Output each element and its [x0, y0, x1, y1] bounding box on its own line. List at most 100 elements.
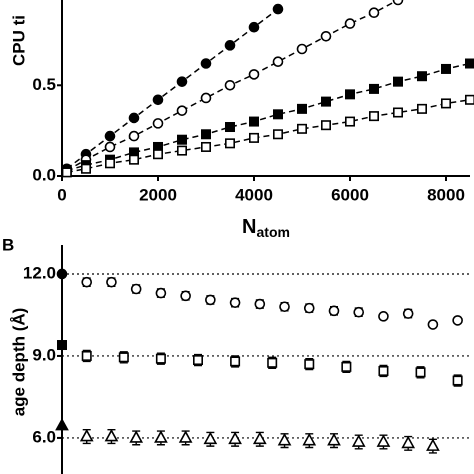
marker — [225, 122, 236, 133]
x-axis-label: Natom — [242, 216, 290, 239]
marker — [129, 154, 140, 165]
x-axis-label-main: N — [242, 216, 256, 238]
marker — [353, 306, 365, 318]
y-tick-label: 6.0 — [32, 427, 56, 446]
marker — [378, 365, 389, 376]
marker — [180, 290, 191, 302]
x-tick-label: 6000 — [331, 185, 369, 204]
marker — [248, 21, 260, 33]
marker — [130, 283, 142, 295]
marker — [128, 130, 140, 142]
marker — [153, 149, 164, 160]
y-tick-label: 0.5 — [32, 75, 56, 94]
marker — [203, 431, 218, 445]
marker — [176, 105, 188, 116]
marker — [61, 167, 72, 178]
marker — [205, 294, 216, 306]
x-tick-label: 4000 — [235, 185, 273, 204]
y-axis-label: age depth (Å) — [9, 308, 28, 417]
marker — [320, 30, 332, 42]
marker — [224, 40, 236, 51]
marker — [272, 129, 283, 140]
marker — [225, 138, 236, 149]
marker — [224, 79, 236, 91]
marker — [104, 141, 116, 153]
y-tick-label: 9.0 — [32, 345, 56, 364]
marker — [81, 350, 92, 361]
marker — [178, 430, 193, 443]
marker — [464, 58, 474, 69]
marker — [296, 43, 308, 55]
marker — [368, 7, 380, 19]
marker — [155, 287, 167, 299]
marker — [378, 311, 389, 322]
marker — [416, 71, 427, 82]
marker — [154, 430, 168, 443]
marker — [249, 116, 260, 127]
series-line — [66, 62, 471, 172]
marker — [328, 305, 340, 317]
marker — [229, 297, 241, 308]
marker — [368, 111, 379, 122]
marker — [392, 0, 404, 6]
marker — [452, 315, 463, 326]
y-axis-label: CPU ti — [9, 15, 28, 66]
marker — [376, 434, 391, 447]
marker — [105, 158, 116, 169]
marker — [304, 359, 315, 370]
marker — [401, 435, 416, 449]
marker — [440, 63, 451, 74]
marker — [252, 431, 267, 445]
marker — [416, 103, 427, 114]
marker — [320, 96, 331, 107]
marker — [104, 130, 116, 142]
marker — [303, 302, 315, 314]
y-tick-label: 0.0 — [32, 165, 56, 184]
marker — [254, 298, 266, 310]
marker — [415, 367, 426, 378]
marker — [402, 308, 414, 319]
marker — [464, 94, 474, 105]
marker — [249, 132, 260, 143]
marker — [296, 123, 307, 134]
marker — [230, 356, 241, 367]
marker — [79, 428, 94, 442]
marker — [81, 163, 92, 174]
marker — [427, 319, 439, 330]
y-tick-label: 12.0 — [23, 263, 56, 282]
marker — [56, 340, 67, 351]
marker — [176, 76, 188, 87]
marker — [392, 107, 403, 118]
marker — [279, 301, 290, 313]
x-tick-label: 0 — [57, 185, 66, 204]
x-axis-label-sub: atom — [257, 224, 290, 240]
marker — [440, 98, 451, 109]
marker — [272, 56, 284, 67]
marker — [452, 375, 463, 386]
marker — [320, 120, 331, 131]
marker — [351, 434, 366, 447]
marker — [327, 433, 341, 446]
marker — [426, 438, 440, 451]
marker — [81, 276, 93, 288]
marker — [302, 433, 317, 446]
marker — [272, 109, 283, 120]
marker — [267, 357, 278, 368]
marker — [341, 361, 352, 372]
marker — [272, 3, 284, 15]
marker — [201, 141, 212, 152]
series-line — [66, 99, 471, 174]
marker — [296, 103, 307, 114]
marker — [344, 18, 356, 29]
marker — [200, 58, 212, 69]
marker — [129, 430, 144, 443]
marker — [128, 112, 140, 124]
marker — [106, 276, 117, 288]
marker — [193, 355, 204, 366]
panel-label: B — [2, 235, 14, 254]
marker — [344, 116, 355, 127]
marker — [392, 76, 403, 87]
marker — [200, 92, 212, 104]
marker — [56, 268, 68, 280]
